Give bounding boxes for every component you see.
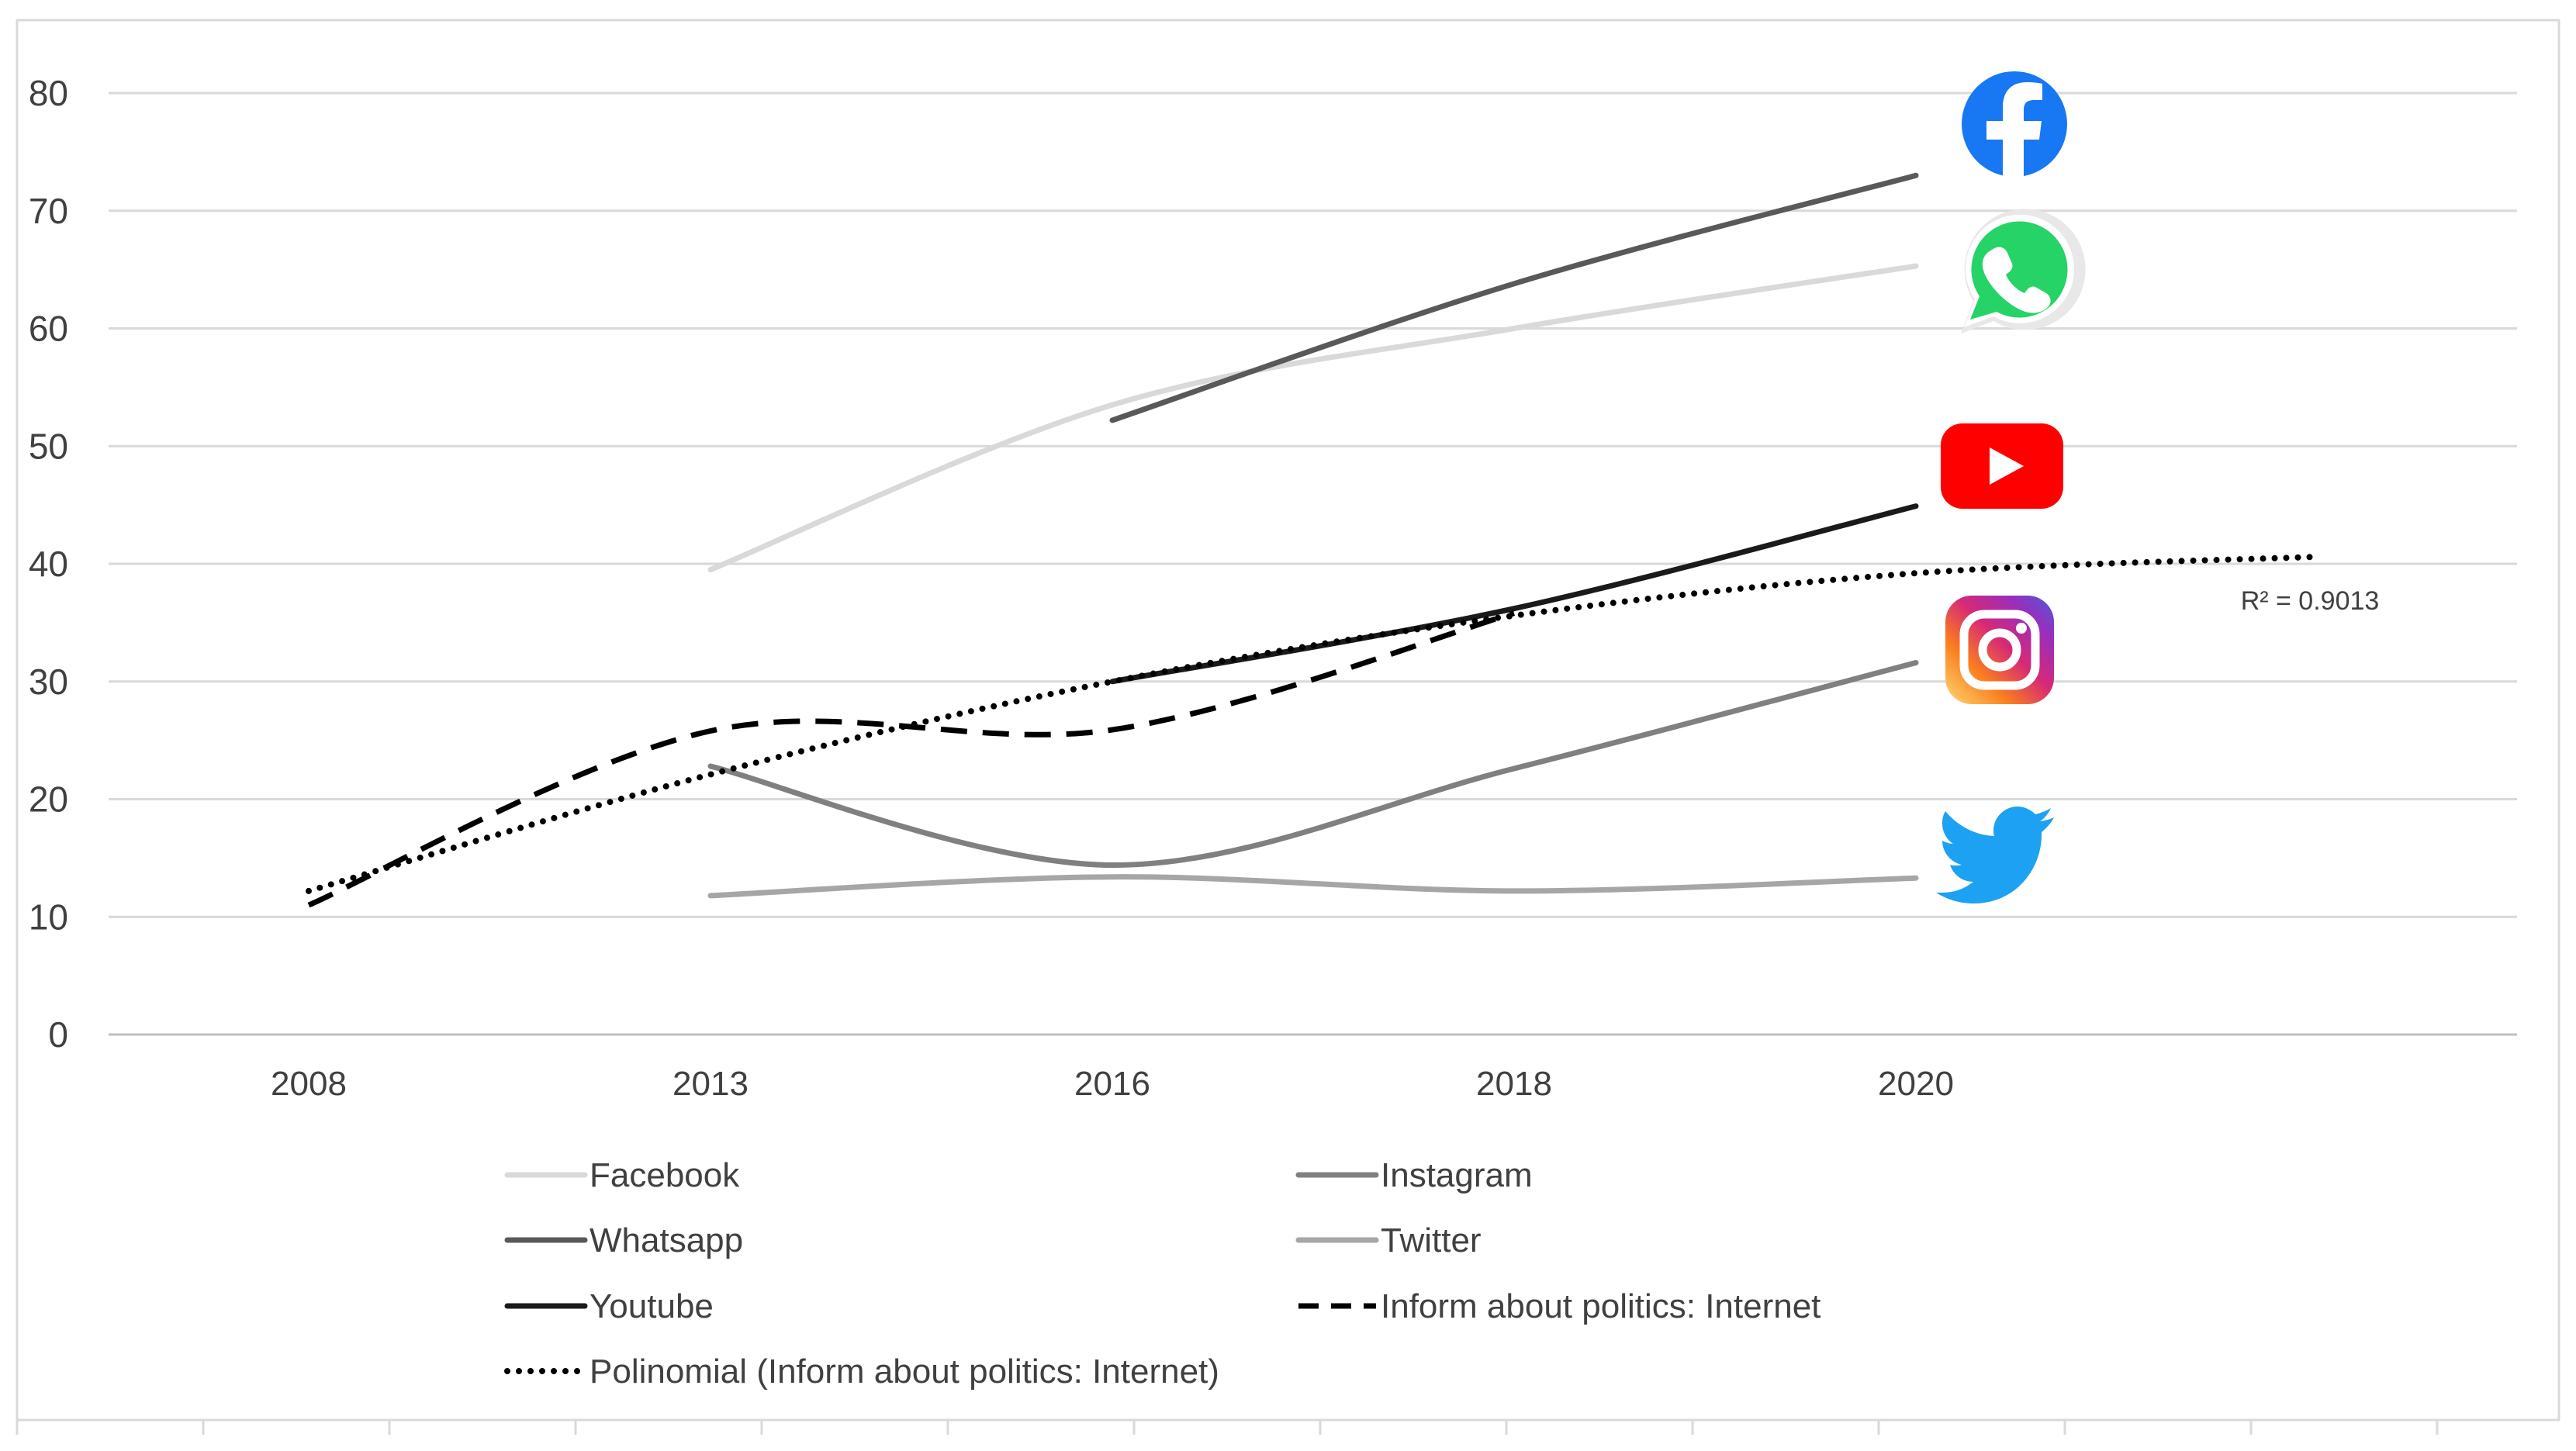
youtube-icon-play	[1990, 447, 2024, 485]
y-tick-label: 70	[29, 191, 68, 231]
legend-item-polinomial-inform-about-politics-internet: Polinomial (Inform about politics: Inter…	[504, 1353, 1219, 1391]
instagram-icon-frame	[1959, 610, 2040, 690]
legend-item-instagram: Instagram	[1295, 1156, 1533, 1194]
series-line-facebook	[707, 263, 1919, 573]
r-squared-annotation: R² = 0.9013	[2241, 586, 2380, 616]
y-tick-label: 50	[29, 426, 68, 466]
x-tick-label: 2013	[673, 1065, 749, 1103]
y-tick-label: 40	[29, 544, 68, 584]
y-tick-label: 10	[29, 897, 68, 937]
series-line-youtube	[1109, 503, 1919, 685]
instagram-icon	[1945, 596, 2054, 704]
whatsapp-icon	[1961, 209, 2086, 333]
twitter-icon-bird	[1936, 807, 2054, 903]
instagram-icon-lens	[1978, 628, 2021, 672]
series-line-twitter	[707, 874, 1919, 899]
y-tick-label: 30	[29, 662, 68, 702]
legend-label: Instagram	[1381, 1156, 1533, 1194]
series-line-inform-about-politics-internet	[307, 610, 1515, 908]
x-tick-label: 2018	[1476, 1065, 1552, 1103]
legend-label: Inform about politics: Internet	[1381, 1287, 1820, 1325]
legend-label: Twitter	[1381, 1221, 1482, 1259]
legend-label: Polinomial (Inform about politics: Inter…	[590, 1353, 1219, 1391]
legend-item-inform-about-politics-internet: Inform about politics: Internet	[1298, 1287, 1820, 1325]
legend-item-twitter: Twitter	[1295, 1221, 1482, 1259]
whatsapp-icon-phone	[1982, 247, 2051, 313]
legend-item-youtube: Youtube	[504, 1287, 714, 1325]
x-tick-label: 2016	[1074, 1065, 1150, 1103]
series-line-instagram	[707, 660, 1919, 869]
legend-label: Facebook	[590, 1156, 740, 1194]
x-tick-label: 2020	[1878, 1065, 1954, 1103]
y-tick-label: 60	[29, 309, 68, 349]
twitter-icon	[1936, 807, 2054, 903]
legend-label: Youtube	[590, 1287, 714, 1325]
chart-frame	[16, 19, 2560, 1422]
youtube-icon	[1941, 423, 2063, 509]
y-tick-label: 0	[48, 1014, 68, 1055]
series-line-whatsapp	[1109, 172, 1919, 423]
x-tick-label: 2008	[271, 1065, 347, 1103]
legend-item-facebook: Facebook	[504, 1156, 740, 1194]
facebook-icon-glyph	[1986, 82, 2042, 178]
facebook-icon	[1962, 71, 2067, 178]
series-line-polinomial-inform-about-politics-internet	[306, 553, 2321, 894]
instagram-icon-dot	[2016, 623, 2027, 634]
y-tick-label: 20	[29, 779, 68, 820]
y-tick-label: 80	[29, 73, 68, 113]
legend-item-whatsapp: Whatsapp	[504, 1221, 743, 1259]
legend-label: Whatsapp	[590, 1221, 743, 1259]
